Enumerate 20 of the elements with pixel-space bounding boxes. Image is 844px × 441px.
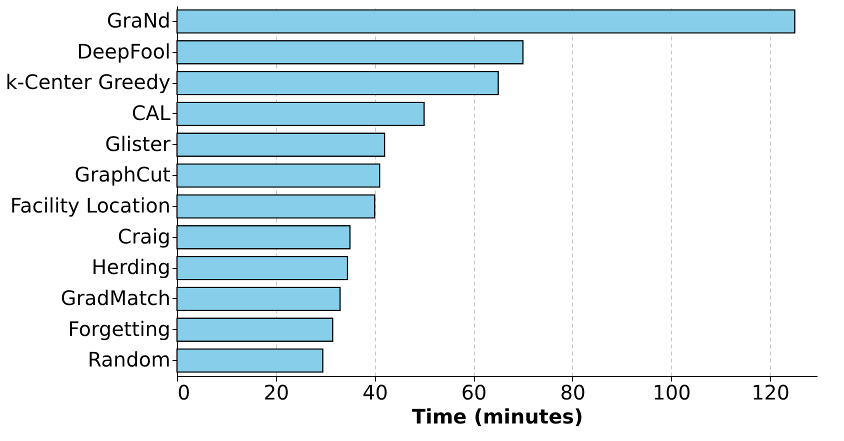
y-tick-label: GraNd (106, 8, 170, 32)
y-tick-label: k-Center Greedy (6, 70, 171, 94)
y-tick-label: Glister (105, 132, 172, 156)
x-tick-label: 40 (362, 380, 388, 404)
x-tick-label: 0 (178, 380, 190, 404)
x-tick-label: 60 (461, 380, 487, 404)
y-tick-label: CAL (132, 100, 172, 125)
y-tick-label: Forgetting (68, 316, 170, 341)
x-tick-label: 80 (560, 380, 586, 404)
y-tick-label: Craig (118, 224, 170, 248)
x-axis-title: Time (minutes) (412, 404, 584, 428)
y-tick-label: GradMatch (60, 286, 170, 310)
x-tick-label: 100 (652, 380, 691, 404)
y-tick-label: Facility Location (10, 193, 170, 218)
y-tick-label: DeepFool (76, 39, 170, 64)
x-tick-label: 120 (751, 380, 790, 404)
y-tick-label: Random (88, 348, 170, 372)
x-tick-label: 20 (264, 380, 290, 404)
y-tick-label: Herding (92, 255, 170, 280)
y-tick-label: GraphCut (74, 162, 171, 187)
